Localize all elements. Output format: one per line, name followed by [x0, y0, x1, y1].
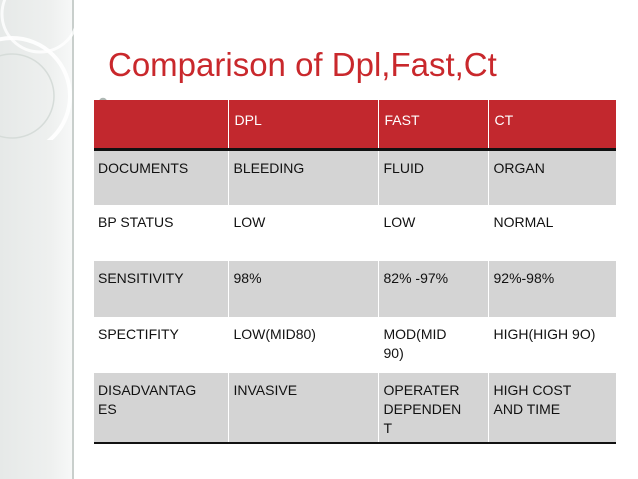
slide-title: Comparison of Dpl,Fast,Ct: [108, 46, 497, 83]
fast-cell: FLUID: [377, 149, 488, 205]
table-row-documents: DOCUMENTS BLEEDING FLUID ORGAN: [94, 149, 616, 205]
fast-cell: MOD(MID 90): [377, 317, 488, 373]
dpl-cell: LOW: [227, 205, 378, 261]
left-decorative-band: [0, 0, 72, 479]
table-header-row: DPL FAST CT: [94, 100, 616, 151]
table-row-spectifity: SPECTIFITY LOW(MID80) MOD(MID 90) HIGH(HI…: [94, 317, 616, 373]
ct-cell: ORGAN: [487, 149, 616, 205]
ct-cell: HIGH(HIGH 9O): [487, 317, 616, 373]
header-cell-blank: [94, 100, 228, 151]
ct-cell: HIGH COST AND TIME: [487, 373, 616, 444]
table-row-bp-status: BP STATUS LOW LOW NORMAL: [94, 205, 616, 261]
row-label: SENSITIVITY: [94, 261, 228, 317]
dpl-cell: BLEEDING: [227, 149, 378, 205]
comparison-table: DPL FAST CT DOCUMENTS BLEEDING FLUID ORG…: [94, 100, 616, 444]
row-label: DOCUMENTS: [94, 149, 228, 205]
dpl-cell: INVASIVE: [227, 373, 378, 444]
band-divider: [72, 0, 74, 479]
header-cell-dpl: DPL: [227, 100, 378, 151]
table-row-sensitivity: SENSITIVITY 98% 82% -97% 92%-98%: [94, 261, 616, 317]
row-label: SPECTIFITY: [94, 317, 228, 373]
header-cell-fast: FAST: [377, 100, 488, 151]
dpl-cell: LOW(MID80): [227, 317, 378, 373]
row-label: DISADVANTAG ES: [94, 373, 228, 444]
table-row-disadvantages: DISADVANTAG ES INVASIVE OPERATER DEPENDEN T…: [94, 373, 616, 444]
row-label: BP STATUS: [94, 205, 228, 261]
fast-cell: OPERATER DEPENDEN T: [377, 373, 488, 444]
fast-cell: 82% -97%: [377, 261, 488, 317]
dpl-cell: 98%: [227, 261, 378, 317]
ct-cell: 92%-98%: [487, 261, 616, 317]
header-cell-ct: CT: [487, 100, 616, 151]
ct-cell: NORMAL: [487, 205, 616, 261]
fast-cell: LOW: [377, 205, 488, 261]
